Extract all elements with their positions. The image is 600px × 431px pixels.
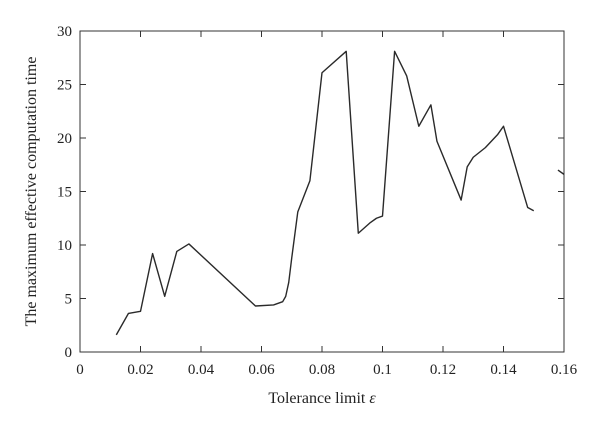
y-tick-label: 10 — [57, 238, 72, 254]
x-tick-label: 0.14 — [490, 362, 517, 378]
y-tick-label: 30 — [57, 24, 72, 40]
x-tick-label: 0.16 — [551, 362, 578, 378]
x-tick-label: 0.02 — [127, 362, 153, 378]
x-axis-label: Tolerance limit ε — [268, 390, 376, 407]
x-tick-label: 0.04 — [188, 362, 215, 378]
x-tick-label: 0.12 — [430, 362, 456, 378]
y-tick-label: 0 — [65, 345, 73, 361]
y-tick-label: 5 — [65, 292, 73, 308]
y-axis: 0 5 10 15 20 25 30 — [57, 24, 564, 361]
x-tick-label: 0 — [76, 362, 84, 378]
series-group — [115, 50, 565, 336]
y-tick-label: 15 — [57, 185, 72, 201]
x-tick-label: 0.08 — [309, 362, 335, 378]
x-tick-label: 0.1 — [373, 362, 392, 378]
x-axis: 0 0.02 0.04 0.06 0.08 0.1 0.12 0.14 0.16 — [76, 31, 578, 378]
plot-area: 0 0.02 0.04 0.06 0.08 0.1 0.12 0.14 0.16 0 5 10 15 2… — [57, 24, 578, 378]
x-tick-label: 0.06 — [248, 362, 275, 378]
y-tick-label: 20 — [57, 131, 72, 147]
series-line-1 — [115, 50, 535, 336]
plot-frame — [79, 30, 565, 353]
y-tick-label: 25 — [57, 78, 72, 94]
y-axis-label: The maximum effective computation time — [23, 57, 40, 327]
x-axis-label-text: Tolerance limit — [268, 390, 369, 407]
x-axis-label-symbol: ε — [369, 390, 376, 407]
series-line-2 — [557, 169, 565, 175]
